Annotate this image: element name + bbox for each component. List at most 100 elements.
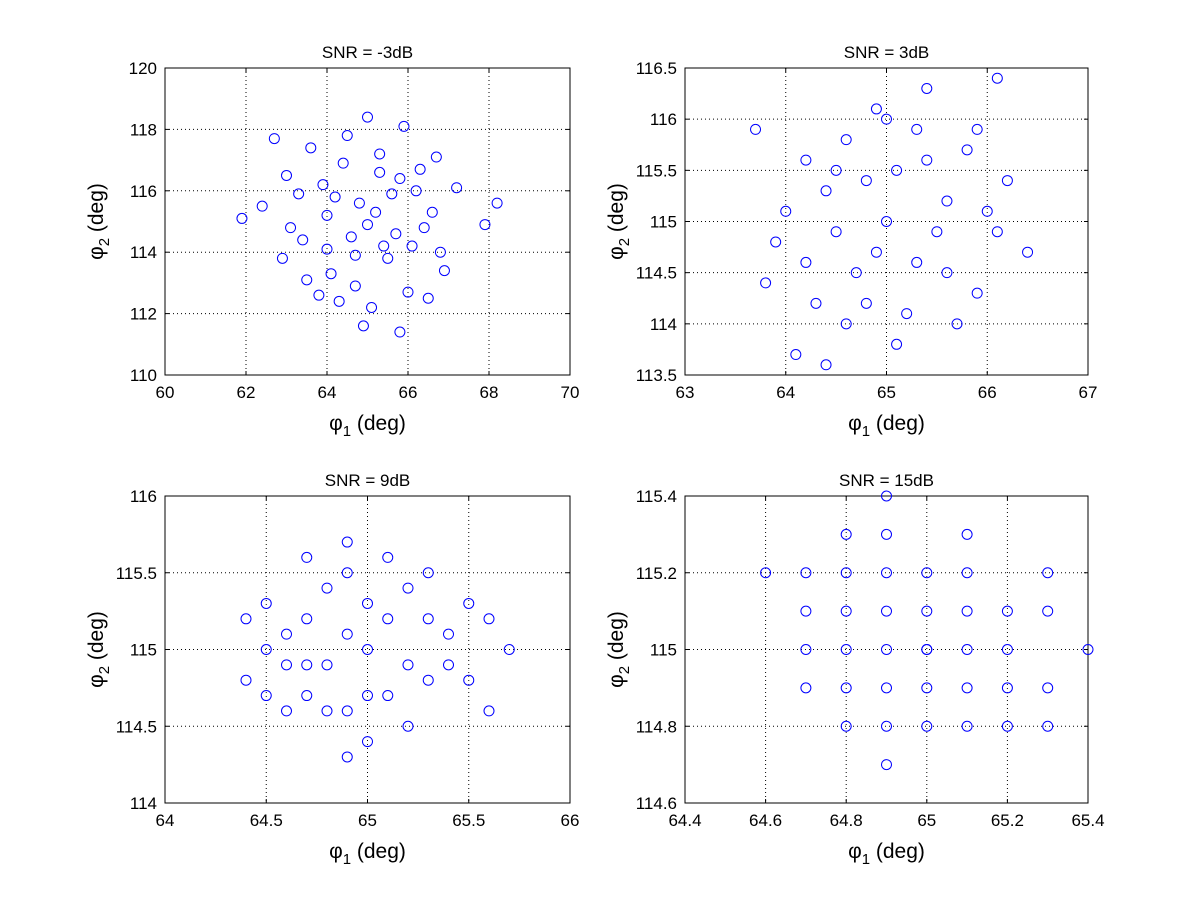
y-axis-label-subscript: 2	[96, 666, 113, 674]
data-point	[374, 166, 386, 178]
data-point	[770, 236, 782, 248]
data-point	[337, 157, 349, 169]
data-point	[321, 705, 333, 717]
y-tick-label: 116	[650, 110, 677, 129]
x-tick-label: 65.4	[1071, 811, 1104, 830]
data-point	[941, 195, 953, 207]
x-tick-label: 66	[399, 383, 418, 402]
data-point	[850, 267, 862, 279]
data-point	[301, 551, 313, 563]
data-point	[410, 185, 422, 197]
y-tick-label: 116.5	[636, 59, 677, 78]
data-point	[390, 228, 402, 240]
data-point	[870, 246, 882, 258]
data-point	[422, 567, 434, 579]
data-point	[285, 222, 297, 234]
data-point	[443, 659, 454, 671]
data-point	[840, 605, 852, 617]
data-point	[800, 154, 812, 166]
data-point	[305, 142, 317, 154]
data-point	[260, 597, 272, 609]
data-point	[341, 536, 353, 548]
x-axis-label-unit: (deg)	[870, 840, 925, 863]
data-point	[881, 528, 892, 540]
data-point	[800, 605, 812, 617]
data-point	[349, 280, 361, 292]
data-point	[434, 246, 446, 258]
data-point	[961, 605, 973, 617]
chart-title: SNR = 9dB	[325, 471, 411, 490]
data-point	[881, 567, 892, 579]
data-point	[362, 597, 373, 609]
data-point	[780, 205, 792, 217]
data-point	[931, 226, 943, 238]
x-tick-label: 65.5	[452, 811, 485, 830]
y-tick-label: 112	[130, 305, 157, 324]
data-point	[317, 179, 329, 191]
data-point	[820, 185, 832, 197]
y-tick-label: 114	[650, 315, 677, 334]
y-tick-label: 120	[129, 59, 157, 78]
data-point	[881, 490, 892, 502]
data-point	[402, 659, 414, 671]
data-point	[951, 318, 963, 330]
data-point	[430, 151, 442, 163]
data-point	[921, 682, 933, 694]
data-point	[860, 175, 872, 187]
data-point	[402, 286, 414, 298]
x-tick-label: 66	[978, 383, 997, 402]
y-axis-label: φ2 (deg)	[605, 611, 633, 688]
data-point	[345, 231, 357, 243]
data-point	[760, 277, 772, 289]
data-point	[961, 528, 973, 540]
plot-area	[164, 495, 571, 804]
data-point	[971, 287, 983, 299]
data-point	[800, 644, 812, 655]
data-point	[236, 212, 248, 224]
scatter-series	[236, 111, 503, 338]
data-point	[830, 226, 842, 238]
data-point	[971, 123, 983, 135]
x-axis-label-symbol: φ	[329, 412, 343, 435]
data-point	[382, 613, 394, 625]
data-point	[438, 265, 450, 277]
data-point	[921, 644, 933, 655]
y-tick-label: 115.4	[636, 487, 677, 506]
data-point	[810, 297, 822, 309]
y-axis-label-symbol: φ	[85, 674, 108, 688]
scatter-series	[240, 536, 515, 763]
y-tick-label: 118	[130, 120, 157, 139]
data-point	[870, 103, 882, 115]
data-point	[881, 216, 892, 227]
data-point	[911, 256, 923, 268]
x-tick-label: 70	[561, 383, 580, 402]
y-tick-label: 114.5	[116, 717, 157, 736]
data-point	[422, 292, 434, 304]
y-axis-label-unit: (deg)	[85, 611, 108, 666]
y-axis-label: φ2 (deg)	[85, 183, 113, 260]
data-point	[750, 123, 762, 135]
data-point	[276, 252, 288, 264]
data-point	[341, 567, 353, 579]
x-tick-label: 62	[237, 383, 256, 402]
data-point	[921, 567, 933, 579]
data-point	[881, 644, 892, 655]
data-point	[800, 567, 812, 579]
data-point	[362, 219, 373, 231]
y-axis-label-subscript: 2	[616, 238, 633, 246]
data-point	[406, 240, 418, 252]
data-point	[991, 226, 1003, 238]
data-point	[921, 154, 933, 166]
data-point	[378, 240, 390, 252]
data-point	[281, 169, 292, 181]
data-point	[1042, 682, 1054, 694]
y-tick-label: 115.5	[116, 564, 157, 583]
data-point	[840, 720, 852, 732]
data-point	[382, 551, 394, 563]
panel-snr-15: 64.4 64.6 64.8 65 65.2 65.4 114.6 114.8 115 115.2…	[605, 471, 1105, 868]
data-point	[256, 200, 268, 212]
x-tick-label: 64.5	[250, 811, 283, 830]
data-point	[981, 205, 993, 217]
data-point	[260, 690, 272, 702]
data-point	[881, 605, 892, 617]
